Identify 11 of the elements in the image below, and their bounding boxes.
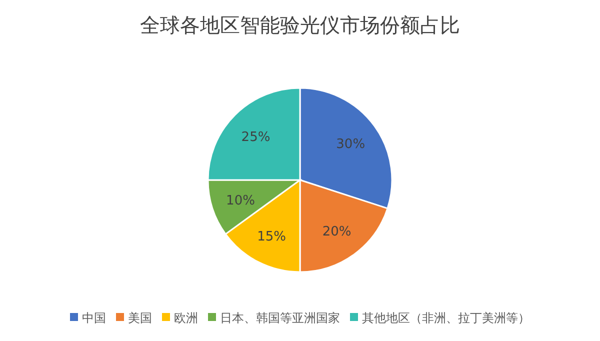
chart-title: 全球各地区智能验光仪市场份额占比 — [140, 13, 460, 37]
data-label: 25% — [241, 130, 270, 145]
data-label: 10% — [226, 193, 255, 208]
data-label: 30% — [336, 137, 366, 152]
legend-label: 中国 — [82, 311, 106, 325]
data-label: 20% — [322, 224, 352, 240]
legend-label: 欧洲 — [174, 311, 198, 325]
legend-label: 日本、韩国等亚洲国家 — [220, 311, 340, 325]
legend-label: 其他地区（非洲、拉丁美洲等） — [362, 311, 530, 325]
legend-label: 美国 — [128, 311, 152, 325]
data-label: 15% — [257, 230, 286, 245]
